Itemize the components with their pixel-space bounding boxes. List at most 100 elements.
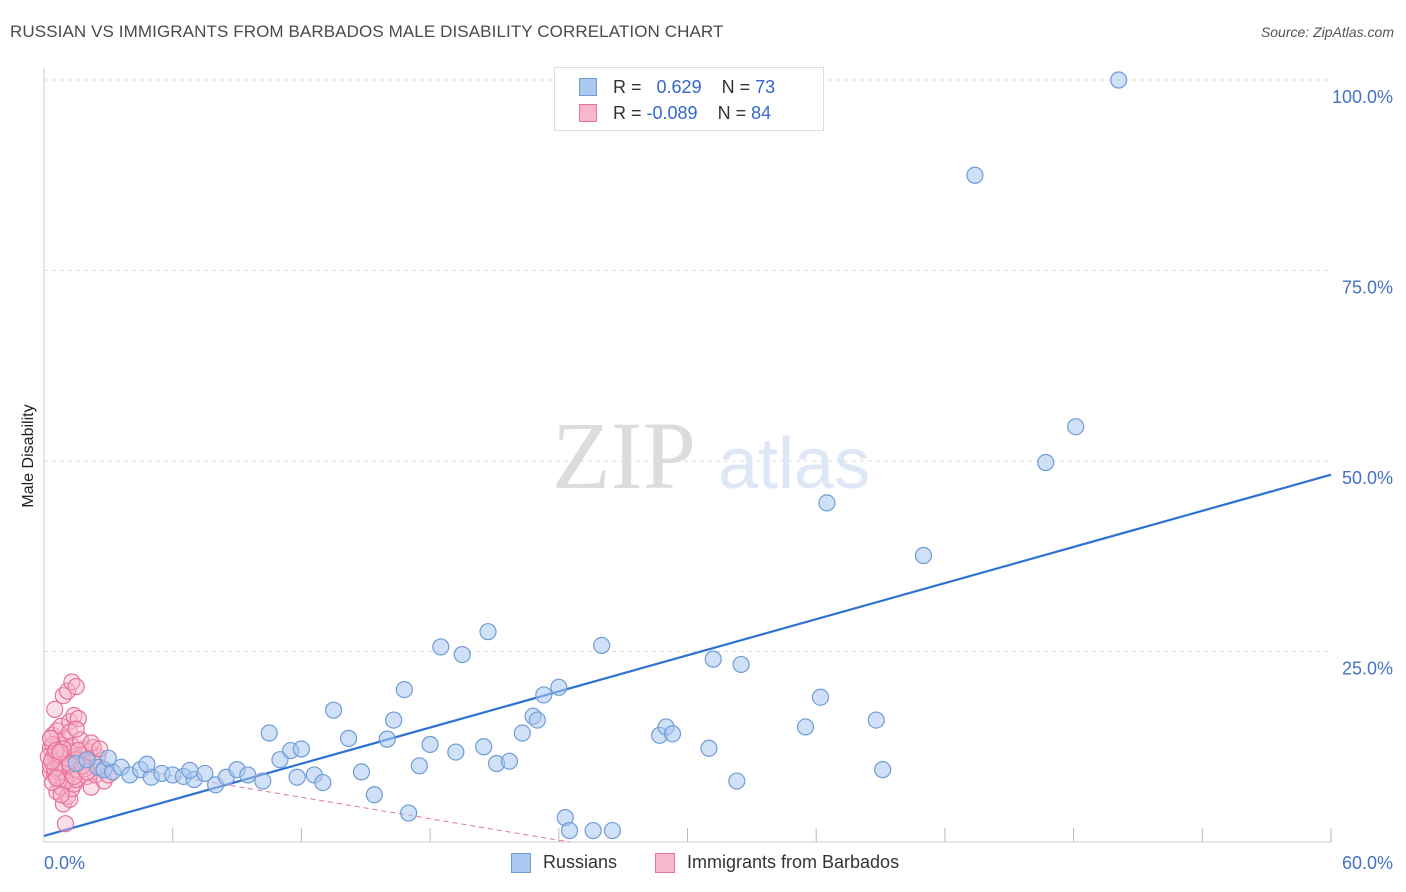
point-russians-34 [432,638,450,656]
point-russians-38 [479,623,497,641]
series-russians-points [67,71,1128,840]
x-ticks [172,828,1332,842]
point-russians-25 [339,729,358,747]
point-russians-59 [811,688,830,706]
point-barbados-75 [48,769,66,787]
point-russians-71 [181,761,199,779]
legend-n-value-2: 84 [751,102,772,123]
legend-r-value-2: -0.089 [646,102,698,123]
point-russians-72 [138,755,156,773]
legend-swatch-pink [579,104,597,122]
legend-r-label-2: R = [613,102,642,123]
point-russians-47 [560,821,579,840]
point-barbados-78 [67,720,85,738]
legend-item-barbados[interactable]: Immigrants from Barbados [655,852,899,873]
point-russians-67 [1110,71,1128,89]
point-russians-41 [513,724,531,742]
point-russians-54 [700,739,718,757]
point-russians-35 [447,743,465,761]
legend-r-label-1: R = [613,76,642,97]
y-tick-label-50: 50.0% [1342,468,1393,488]
point-russians-45 [550,678,568,696]
y-tick-label-75: 75.0% [1342,278,1393,298]
point-russians-32 [410,757,428,775]
legend-swatch-barbados [655,852,675,873]
watermark-zip: ZIP [552,402,696,509]
point-barbados-76 [52,786,70,804]
stats-legend: R = 0.629 N = 73 R = -0.089 N = 84 [554,67,824,131]
point-russians-30 [395,680,413,699]
point-russians-65 [1037,453,1055,472]
y-tick-labels: 25.0% 50.0% 75.0% 100.0% [1332,87,1393,679]
point-russians-37 [475,738,493,756]
point-russians-16 [260,724,278,742]
legend-item-russians[interactable]: Russians [511,852,617,873]
trendline-russians [43,473,1332,837]
y-tick-label-25: 25.0% [1342,659,1393,679]
point-russians-40 [500,752,519,770]
point-russians-64 [966,166,984,184]
point-russians-50 [603,821,622,840]
point-barbados-79 [82,734,100,752]
legend-label-russians: Russians [543,852,618,872]
trendline-barbados [43,753,570,843]
point-russians-17 [254,772,272,790]
point-russians-70 [78,751,96,769]
x-tick-label-max: 60.0% [1342,853,1393,873]
bottom-legend: Russians Immigrants from Barbados [0,852,1406,878]
point-barbados-28 [69,709,87,728]
legend-n-label-1: N = [721,76,751,97]
point-russians-68 [99,749,117,767]
point-russians-60 [818,494,836,512]
point-barbados-77 [56,815,75,833]
point-russians-23 [314,773,332,792]
x-tick-label-min: 0.0% [44,853,85,873]
point-russians-56 [728,772,746,790]
y-tick-label-100: 100.0% [1332,87,1393,107]
point-russians-15 [239,766,257,784]
point-russians-26 [352,763,371,781]
point-russians-61 [867,711,885,729]
point-barbados-59 [71,731,90,749]
point-russians-31 [400,804,418,822]
trendlines [43,473,1332,843]
legend-n-value-1: 73 [755,76,776,97]
series-barbados-points [39,673,117,833]
chart-title: RUSSIAN VS IMMIGRANTS FROM BARBADOS MALE… [10,22,724,41]
point-barbados-81 [42,752,61,770]
legend-label-barbados: Immigrants from Barbados [687,852,900,872]
legend-swatch-blue [579,78,597,96]
point-russians-27 [365,786,383,804]
point-russians-44 [535,686,553,704]
point-russians-21 [292,740,310,758]
watermark: ZIP atlas [552,402,870,509]
point-russians-29 [385,711,403,729]
y-axis-label: Male Disability [20,404,37,507]
point-russians-63 [914,546,933,565]
point-russians-48 [584,821,602,840]
grid [44,79,1331,652]
legend-r-value-1: 0.629 [656,76,702,97]
point-russians-57 [732,655,750,674]
point-russians-66 [1067,418,1085,436]
point-russians-58 [796,718,815,736]
point-barbados-24 [58,682,77,700]
point-barbados-22 [46,700,64,719]
point-barbados-26 [67,677,85,696]
source-label: Source: ZipAtlas.com [1260,24,1394,40]
watermark-atlas: atlas [718,424,870,504]
legend-n-label-2: N = [717,102,747,123]
point-russians-53 [663,725,682,743]
legend-swatch-russians [511,852,531,873]
point-russians-20 [288,768,306,786]
point-russians-49 [593,636,611,655]
point-russians-33 [421,735,439,754]
legend-row-barbados: R = -0.089 N = 84 [579,101,772,125]
point-russians-43 [528,711,546,729]
point-russians-24 [324,701,343,719]
point-russians-36 [453,645,471,664]
point-russians-28 [378,730,396,748]
point-russians-55 [704,650,722,668]
point-barbados-83 [51,743,69,761]
